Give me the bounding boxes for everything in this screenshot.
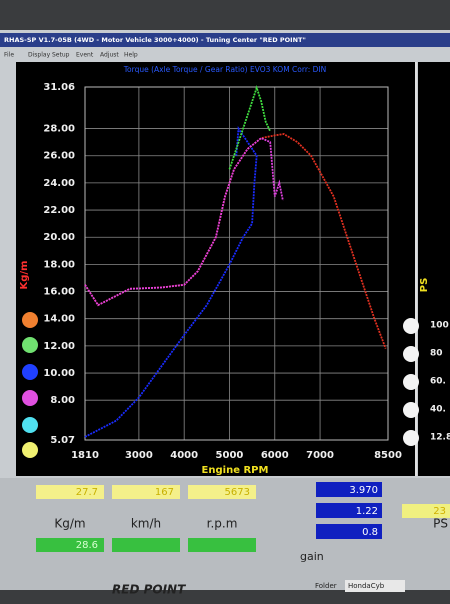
- y-tick-label: 26.00: [43, 151, 75, 162]
- title-bar: [0, 33, 450, 47]
- y-tick-label: 22.00: [43, 205, 75, 216]
- readout-label: r.p.m: [207, 517, 238, 531]
- menu-item: Help: [124, 52, 138, 59]
- ps-dot: [403, 430, 419, 446]
- dot[interactable]: [22, 337, 38, 353]
- y-tick-label: 16.00: [43, 287, 75, 298]
- ps-dot: [403, 402, 419, 418]
- ps-label: PS: [433, 517, 448, 531]
- readout-value: 0.8: [362, 527, 378, 538]
- y-tick-label: 10.00: [43, 368, 75, 379]
- readout-box: [188, 485, 256, 499]
- ps-tick-label: 12.8: [430, 433, 450, 443]
- series-line: [84, 125, 258, 438]
- dot[interactable]: [22, 417, 38, 433]
- folder-name: HondaCyb: [348, 582, 385, 590]
- ps-dot: [403, 346, 419, 362]
- readout-value: 5673: [225, 487, 250, 498]
- x-tick-label: 8500: [374, 450, 402, 461]
- folder-box: [345, 580, 405, 592]
- gain-label: gain: [300, 550, 324, 563]
- y-tick-label: 24.00: [43, 178, 75, 189]
- menu-item: Event: [76, 52, 94, 59]
- right-axis-label: PS: [419, 278, 430, 293]
- chart-panel: [16, 62, 416, 476]
- folder-label: Folder: [315, 582, 337, 590]
- chart-title: Torque (Axle Torque / Gear Ratio) EVO3 K…: [123, 65, 327, 74]
- dot[interactable]: [22, 442, 38, 458]
- readout-box: [36, 538, 104, 552]
- x-tick-label: 4000: [170, 450, 198, 461]
- series-line: [84, 137, 284, 307]
- menu-item: Display: [28, 52, 51, 59]
- right-panel: [418, 62, 450, 476]
- readout-value: 167: [155, 487, 174, 498]
- series-line: [228, 84, 272, 170]
- dot[interactable]: [22, 312, 38, 328]
- ps-dot: [403, 318, 419, 334]
- y-tick-label: 12.00: [43, 341, 75, 352]
- dot[interactable]: [22, 364, 38, 380]
- readout-value: 27.7: [76, 487, 98, 498]
- ps-tick-label: 40.: [430, 405, 446, 415]
- x-tick-label: 5000: [216, 450, 244, 461]
- x-tick-label: 3000: [125, 450, 153, 461]
- readout-label: km/h: [131, 517, 161, 531]
- menu-item: Setup: [52, 52, 70, 59]
- ps-tick-label: 60.: [430, 377, 446, 387]
- readout-box: [112, 485, 180, 499]
- legend-dots: [22, 312, 38, 458]
- readout-value: 1.22: [356, 506, 378, 517]
- menu-item: Adjust: [100, 52, 119, 59]
- readout-box: [36, 485, 104, 499]
- ps-value: 23: [433, 506, 446, 517]
- right-axis: 100 80 60. 40. 12.8: [403, 318, 450, 446]
- plot: 5.07 8.00 10.00 12.00 14.00 16.00 18.00 20.00 22…: [43, 82, 402, 461]
- y-axis-label: Kg/m: [19, 261, 30, 290]
- readout-value: 28.6: [76, 540, 98, 551]
- y-tick-label: 28.00: [43, 124, 75, 135]
- x-tick-label: 7000: [306, 450, 334, 461]
- dot[interactable]: [22, 390, 38, 406]
- ps-dot: [403, 374, 419, 390]
- y-tick-label: 14.00: [43, 314, 75, 325]
- ps-box: [402, 504, 450, 518]
- readout-box: [316, 524, 382, 539]
- window-title: RHAS-SP V1.7-05B (4WD - Motor Vehicle 30…: [4, 36, 306, 44]
- readout-box: [188, 538, 256, 552]
- readouts: 27.7 167 5673 Kg/m km/h r.p.m 28.6 3.970 1.22 0.8: [36, 482, 382, 552]
- ps-tick-label: 80: [430, 349, 443, 359]
- readout-label: Kg/m: [54, 517, 85, 531]
- y-tick-label: 5.07: [50, 435, 75, 446]
- y-tick-label: 8.00: [50, 395, 75, 406]
- menu-bar: File Display Setup Event Adjust Help: [4, 52, 138, 59]
- readout-value: 3.970: [349, 485, 378, 496]
- x-axis-label: Engine RPM: [202, 465, 269, 476]
- logo: RED POINT: [112, 583, 186, 597]
- readout-box: [112, 538, 180, 552]
- readout-box: [316, 503, 382, 518]
- y-tick-label: 18.00: [43, 259, 75, 270]
- x-tick-label: 6000: [261, 450, 289, 461]
- y-tick-label: 31.06: [43, 82, 75, 93]
- menu-item: File: [4, 52, 14, 59]
- ps-tick-label: 100: [430, 321, 449, 331]
- y-tick-label: 20.00: [43, 232, 75, 243]
- x-tick-label: 1810: [71, 450, 99, 461]
- readout-box: [316, 482, 382, 497]
- plot-frame: [84, 86, 389, 441]
